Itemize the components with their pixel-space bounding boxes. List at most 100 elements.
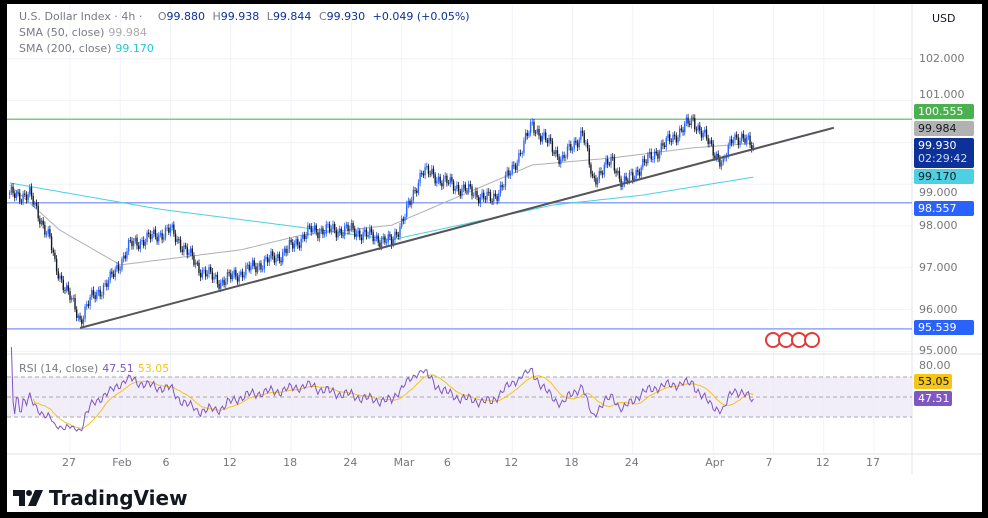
candle-body bbox=[606, 159, 609, 165]
candle-body bbox=[258, 263, 260, 267]
candle-body bbox=[349, 229, 351, 232]
tradingview-logo[interactable]: TradingView bbox=[13, 486, 188, 510]
candle-body bbox=[655, 151, 657, 154]
candle-body bbox=[199, 273, 202, 278]
candle-body bbox=[375, 235, 378, 240]
candle-body bbox=[508, 170, 510, 176]
us-event-flag-icon bbox=[778, 332, 794, 348]
candle-body bbox=[687, 117, 689, 124]
candle-body bbox=[156, 236, 158, 242]
sma200-line bbox=[9, 176, 754, 241]
candle-body bbox=[635, 170, 637, 179]
candle-body bbox=[595, 178, 597, 185]
candle-body bbox=[342, 234, 344, 236]
candle-body bbox=[724, 157, 726, 159]
candle-body bbox=[578, 139, 580, 148]
candle-body bbox=[379, 242, 381, 248]
candle-body bbox=[312, 229, 314, 233]
candle-body bbox=[240, 271, 242, 275]
candle-body bbox=[362, 232, 364, 241]
candle-body bbox=[141, 239, 143, 242]
candle-body bbox=[174, 233, 177, 242]
candle-body bbox=[340, 228, 343, 235]
candle-body bbox=[40, 220, 43, 225]
candle-body bbox=[283, 248, 286, 253]
sma200-legend[interactable]: SMA (200, close) 99.170 bbox=[19, 42, 154, 55]
candle-body bbox=[729, 139, 731, 145]
candle-body bbox=[481, 192, 483, 198]
candle-body bbox=[15, 192, 18, 198]
resistance-price-label: 100.555 bbox=[914, 104, 974, 119]
candle-body bbox=[509, 173, 512, 176]
candle-body bbox=[580, 130, 582, 140]
price-chart[interactable] bbox=[7, 4, 982, 474]
candle-body bbox=[586, 142, 589, 149]
candle-body bbox=[278, 254, 281, 261]
candle-body bbox=[176, 239, 178, 242]
candle-body bbox=[183, 245, 185, 253]
candle-body bbox=[332, 224, 334, 230]
candle-body bbox=[553, 152, 555, 154]
time-tick: 12 bbox=[222, 456, 237, 469]
candle-body bbox=[452, 181, 455, 191]
candle-body bbox=[253, 260, 255, 267]
candle-body bbox=[436, 180, 438, 184]
candle-body bbox=[613, 157, 616, 171]
candle-body bbox=[96, 292, 98, 299]
candle-body bbox=[623, 176, 626, 184]
candle-body bbox=[97, 289, 100, 293]
candle-body bbox=[531, 121, 533, 123]
candle-body bbox=[385, 242, 388, 243]
candle-body bbox=[307, 225, 309, 236]
candle-body bbox=[576, 142, 579, 148]
candle-body bbox=[732, 140, 734, 144]
candle-body bbox=[119, 269, 121, 271]
sma50-legend[interactable]: SMA (50, close) 99.984 bbox=[19, 26, 147, 39]
candle-body bbox=[208, 267, 210, 274]
candle-body bbox=[550, 137, 552, 142]
candle-body bbox=[516, 162, 518, 170]
candle-body bbox=[658, 151, 661, 159]
us-event-flag-icon bbox=[791, 332, 807, 348]
candle-body bbox=[287, 249, 289, 254]
candle-body bbox=[719, 158, 721, 167]
candle-body bbox=[364, 229, 366, 233]
candle-body bbox=[556, 150, 559, 157]
candle-body bbox=[583, 132, 585, 143]
candle-body bbox=[395, 231, 398, 235]
candle-body bbox=[126, 251, 128, 259]
candle-body bbox=[493, 193, 495, 202]
candle-body bbox=[610, 156, 612, 165]
candle-body bbox=[593, 176, 595, 179]
candle-body bbox=[704, 129, 706, 133]
candle-body bbox=[521, 152, 523, 155]
candle-body bbox=[111, 271, 113, 274]
candle-body bbox=[360, 237, 363, 241]
candle-body bbox=[570, 144, 572, 151]
us-event-flag-icon bbox=[765, 332, 781, 348]
candle-body bbox=[25, 194, 28, 200]
candle-body bbox=[27, 194, 29, 200]
currency-label[interactable]: USD bbox=[932, 12, 956, 25]
candle-body bbox=[737, 137, 740, 145]
candle-body bbox=[216, 274, 219, 284]
price-tick: 97.000 bbox=[919, 260, 958, 274]
time-tick: 27 bbox=[62, 456, 76, 469]
rsi-ma-value: 53.05 bbox=[137, 362, 170, 375]
candle-body bbox=[86, 304, 88, 307]
symbol-title[interactable]: U.S. Dollar Index · 4h · bbox=[19, 10, 143, 23]
change-value: +0.049 (+0.05%) bbox=[372, 10, 470, 23]
candle-body bbox=[67, 285, 70, 292]
candle-body bbox=[166, 227, 168, 229]
candle-body bbox=[697, 125, 699, 131]
candle-body bbox=[740, 133, 743, 141]
candle-body bbox=[266, 257, 269, 263]
rsi-line bbox=[10, 346, 754, 432]
candle-body bbox=[204, 269, 207, 277]
candle-body bbox=[380, 239, 383, 248]
candle-body bbox=[642, 159, 644, 168]
price-tick: 95.000 bbox=[919, 344, 958, 358]
rsi-legend[interactable]: RSI (14, close) 47.51 53.05 bbox=[19, 362, 169, 375]
candle-body bbox=[427, 165, 430, 174]
candle-body bbox=[233, 270, 235, 275]
